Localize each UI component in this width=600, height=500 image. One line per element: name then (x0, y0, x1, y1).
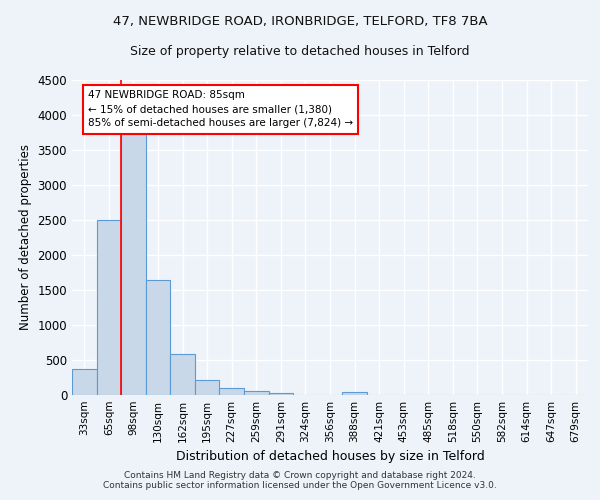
Bar (97, 220, 121, 395)
Text: 47 NEWBRIDGE ROAD: 85sqm
← 15% of detached houses are smaller (1,380)
85% of sem: 47 NEWBRIDGE ROAD: 85sqm ← 15% of detach… (88, 90, 353, 128)
Text: Size of property relative to detached houses in Telford: Size of property relative to detached ho… (130, 45, 470, 58)
Bar (170, 354, 195, 395)
Text: 47, NEWBRIDGE ROAD, IRONBRIDGE, TELFORD, TF8 7BA: 47, NEWBRIDGE ROAD, IRONBRIDGE, TELFORD,… (113, 15, 487, 28)
Bar (269, 392, 293, 395)
Y-axis label: Number of detached properties: Number of detached properties (19, 144, 32, 330)
Bar (72, 369, 97, 395)
Bar (195, 380, 220, 395)
X-axis label: Distribution of detached houses by size in Telford: Distribution of detached houses by size … (176, 450, 484, 464)
Bar (121, 132, 146, 395)
Bar (342, 392, 367, 395)
Text: Contains HM Land Registry data © Crown copyright and database right 2024.
Contai: Contains HM Land Registry data © Crown c… (103, 470, 497, 490)
Bar (220, 388, 244, 395)
Bar (146, 280, 170, 395)
Bar (244, 391, 269, 395)
